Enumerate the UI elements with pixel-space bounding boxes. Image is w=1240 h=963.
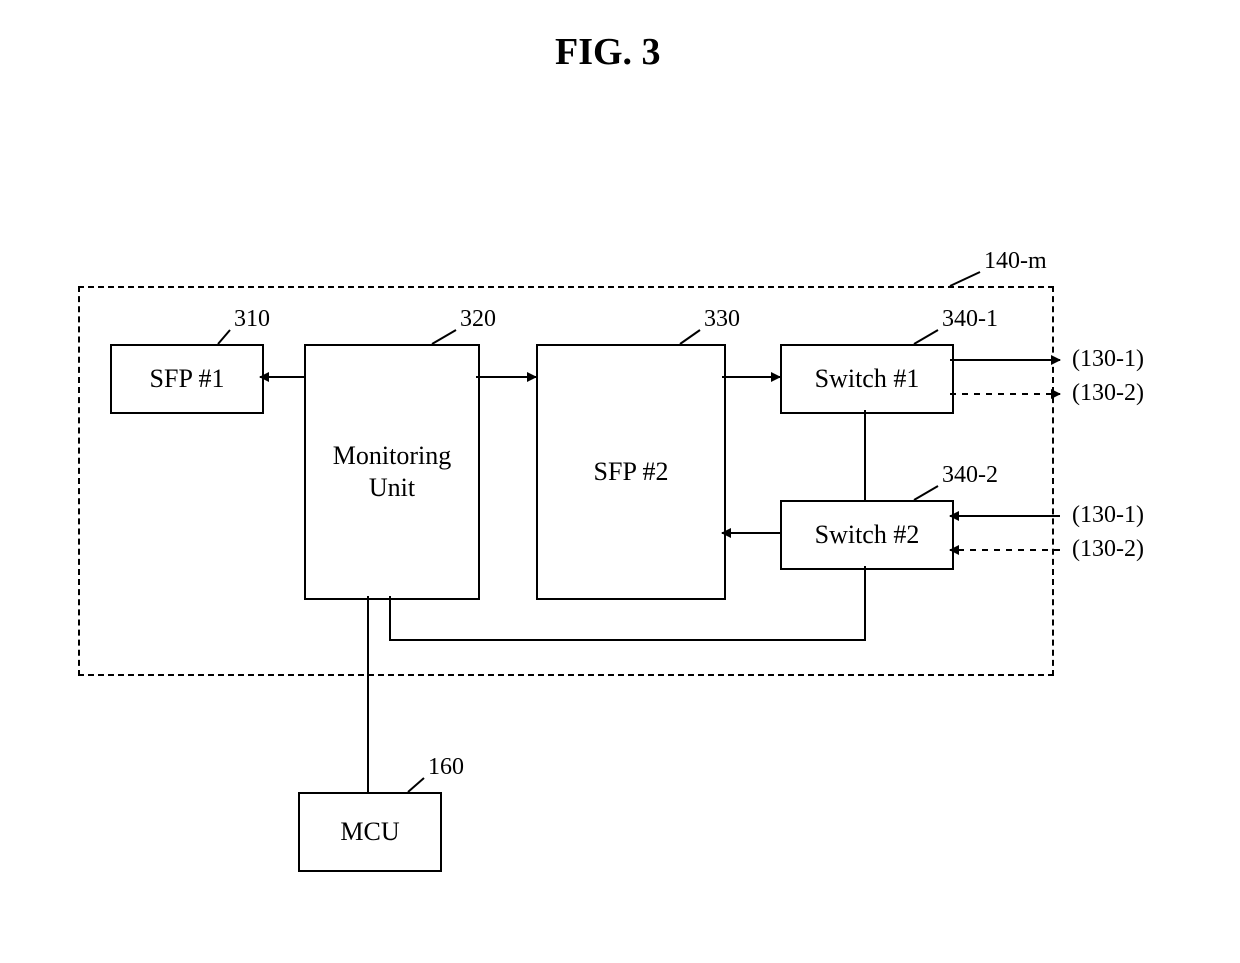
node-mcu: MCU [298, 792, 442, 872]
node-sfp2: SFP #2 [536, 344, 726, 600]
ext-sw2-bottom: (130-2) [1072, 536, 1144, 563]
node-switch-1: Switch #1 [780, 344, 954, 414]
ref-mcu: 160 [428, 754, 464, 781]
ext-sw1-bottom: (130-2) [1072, 380, 1144, 407]
node-switch-2: Switch #2 [780, 500, 954, 570]
figure-title: FIG. 3 [555, 30, 661, 74]
node-monitoring-unit: Monitoring Unit [304, 344, 480, 600]
ref-container: 140-m [984, 248, 1047, 275]
diagram-stage: FIG. 3 SFP #1 Monitoring Unit SFP #2 Swi… [0, 0, 1240, 963]
node-mcu-label: MCU [340, 817, 399, 847]
node-sw1-label: Switch #1 [815, 364, 920, 394]
ext-sw1-top: (130-1) [1072, 346, 1144, 373]
node-sw2-label: Switch #2 [815, 520, 920, 550]
node-sfp1: SFP #1 [110, 344, 264, 414]
ext-sw2-top: (130-1) [1072, 502, 1144, 529]
node-sfp1-label: SFP #1 [150, 364, 225, 394]
ref-mon: 320 [460, 306, 496, 333]
ref-sfp1: 310 [234, 306, 270, 333]
ref-sw1: 340-1 [942, 306, 998, 333]
node-mon-label: Monitoring Unit [333, 440, 451, 505]
node-sfp2-label: SFP #2 [594, 457, 669, 487]
ref-sfp2: 330 [704, 306, 740, 333]
ref-sw2: 340-2 [942, 462, 998, 489]
